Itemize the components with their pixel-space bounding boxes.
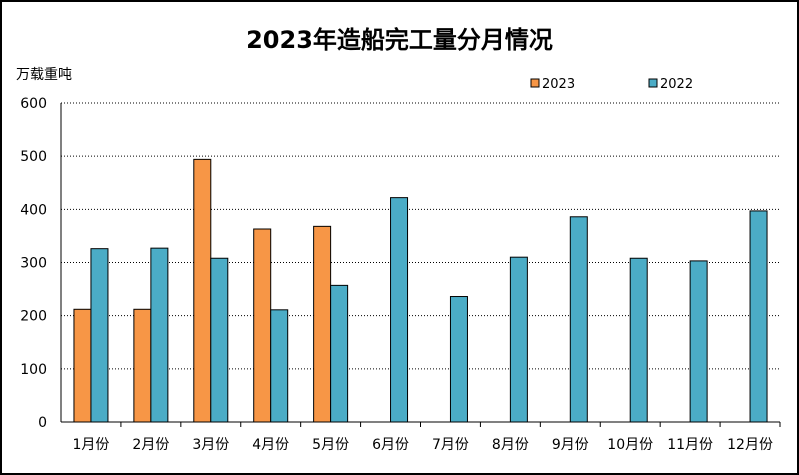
bar-2023: [73, 308, 92, 423]
y-tick-label: 600: [20, 96, 47, 112]
bar-2022: [330, 284, 349, 423]
x-tick-label: 4月份: [252, 437, 289, 453]
x-tick-label: 3月份: [192, 437, 229, 453]
x-tick-label: 8月份: [492, 437, 529, 453]
x-tick-label: 10月份: [607, 437, 653, 453]
x-tick-label: 6月份: [372, 437, 409, 453]
legend-swatch-2022: [648, 78, 658, 88]
bar-2022: [509, 256, 528, 423]
bar-2022: [90, 248, 109, 423]
y-tick-label: 400: [20, 202, 47, 218]
bar-2023: [133, 308, 152, 423]
bar-2023: [313, 225, 332, 423]
bar-2022: [390, 197, 409, 423]
x-tick-label: 7月份: [432, 437, 469, 453]
x-tick-label: 12月份: [727, 437, 773, 453]
chart-title: 2023年造船完工量分月情况: [246, 26, 553, 54]
legend-label-2022: 2022: [660, 77, 693, 92]
y-tick-label: 0: [38, 415, 47, 431]
x-tick-label: 2月份: [132, 437, 169, 453]
bar-2022: [270, 309, 289, 423]
y-tick-label: 200: [20, 309, 47, 325]
bar-2023: [253, 228, 272, 423]
bar-2022: [629, 257, 648, 423]
x-tick-label: 11月份: [667, 437, 713, 453]
y-tick-label: 100: [20, 362, 47, 378]
y-axis-unit-label: 万载重吨: [16, 67, 72, 83]
bar-2023: [193, 158, 212, 423]
x-tick-label: 1月份: [72, 437, 109, 453]
legend-label-2023: 2023: [542, 77, 575, 92]
bar-2022: [749, 210, 768, 423]
bar-2022: [689, 260, 708, 423]
bar-2022: [150, 247, 169, 423]
bar-2022: [449, 296, 468, 423]
bar-2022: [569, 216, 588, 423]
y-tick-label: 500: [20, 149, 47, 165]
legend-swatch-2023: [530, 78, 540, 88]
x-tick-label: 9月份: [552, 437, 589, 453]
x-tick-label: 5月份: [312, 437, 349, 453]
bar-2022: [210, 257, 229, 423]
y-tick-label: 300: [20, 256, 47, 272]
